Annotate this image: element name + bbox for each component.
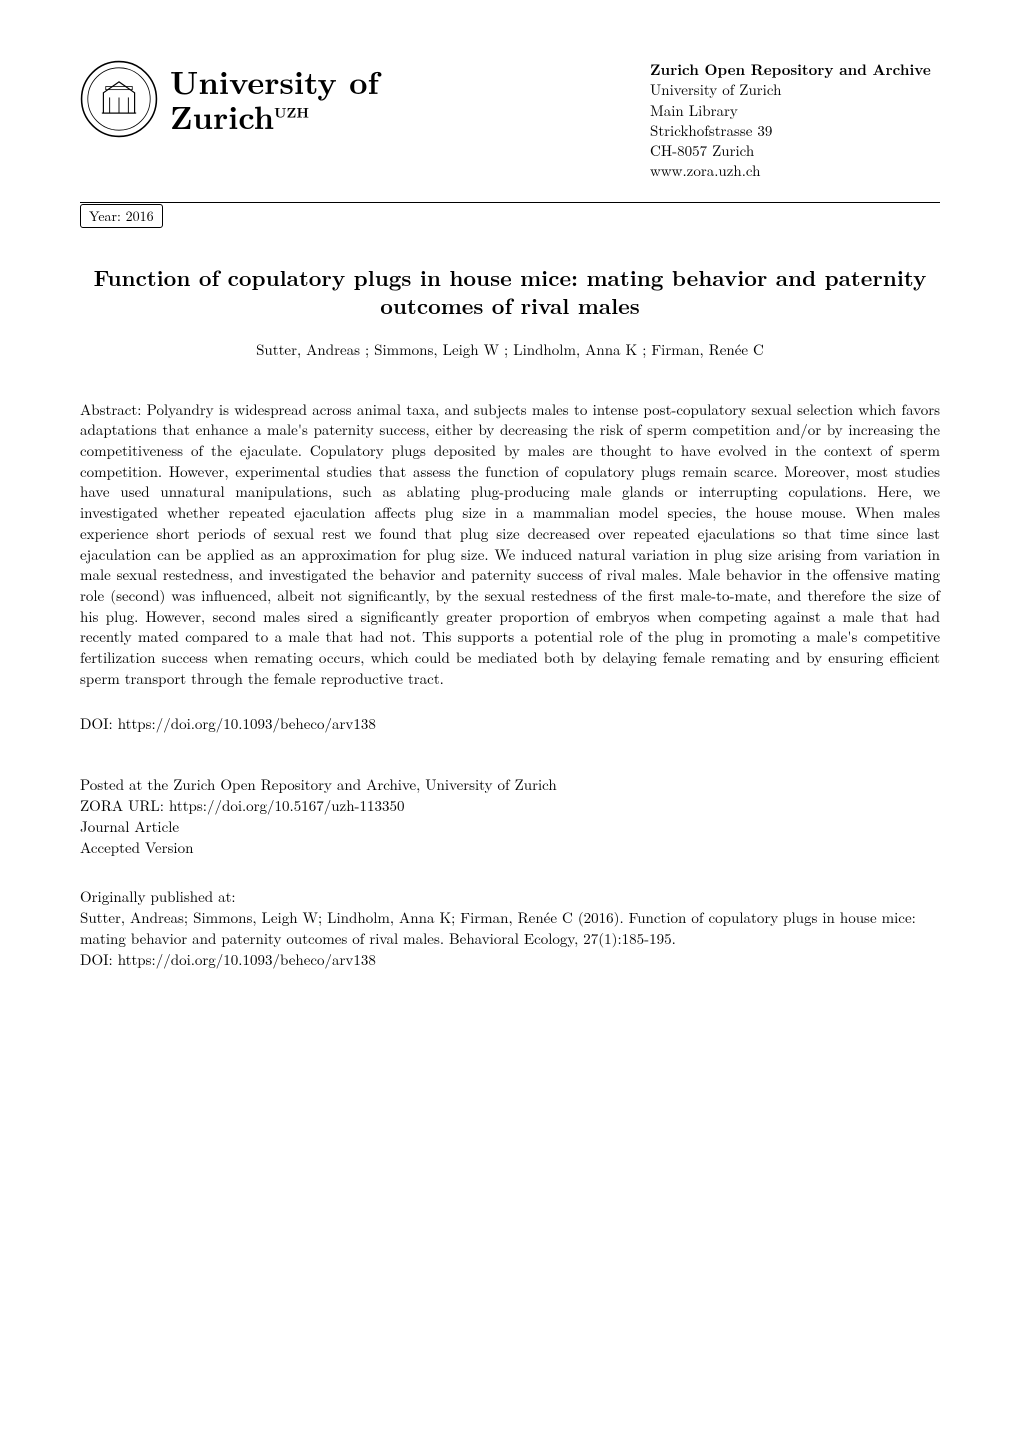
citation-orig-label: Originally published at:	[80, 886, 940, 907]
header-row: University of ZurichUZH Zurich Open Repo…	[80, 60, 940, 182]
citation-block: Originally published at: Sutter, Andreas…	[80, 886, 940, 970]
university-superscript: UZH	[274, 102, 309, 122]
year-pill: Year: 2016	[80, 204, 163, 228]
abstract-text: Polyandry is widespread across animal ta…	[80, 399, 940, 689]
meta-version: Accepted Version	[80, 837, 940, 858]
citation-doi-value[interactable]: https://doi.org/10.1093/beheco/arv138	[118, 949, 376, 970]
abstract-label: Abstract:	[80, 399, 141, 420]
doi-line: DOI: https://doi.org/10.1093/beheco/arv1…	[80, 713, 940, 734]
university-seal-icon	[80, 60, 158, 138]
meta-posted: Posted at the Zurich Open Repository and…	[80, 774, 940, 795]
abstract-block: Abstract: Polyandry is widespread across…	[80, 400, 940, 690]
repository-url: www.zora.uzh.ch	[650, 161, 940, 181]
zora-url[interactable]: https://doi.org/10.5167/uzh-113350	[169, 795, 405, 816]
repository-postal: CH-8057 Zurich	[650, 141, 940, 161]
repository-institution: University of Zurich	[650, 80, 940, 100]
repository-library: Main Library	[650, 101, 940, 121]
citation-doi: DOI: https://doi.org/10.1093/beheco/arv1…	[80, 949, 940, 970]
university-line2: ZurichUZH	[170, 99, 379, 134]
paper-title: Function of copulatory plugs in house mi…	[80, 264, 940, 321]
repository-street: Strickhofstrasse 39	[650, 121, 940, 141]
repository-title: Zurich Open Repository and Archive	[650, 60, 940, 80]
citation-text: Sutter, Andreas; Simmons, Leigh W; Lindh…	[80, 907, 940, 949]
doi-label: DOI:	[80, 713, 113, 734]
university-name: University of ZurichUZH	[170, 64, 379, 134]
logo-block: University of ZurichUZH	[80, 60, 379, 138]
citation-doi-label: DOI:	[80, 949, 113, 970]
meta-block: Posted at the Zurich Open Repository and…	[80, 774, 940, 858]
meta-zora: ZORA URL: https://doi.org/10.5167/uzh-11…	[80, 795, 940, 816]
authors-line: Sutter, Andreas ; Simmons, Leigh W ; Lin…	[80, 339, 940, 360]
doi-value[interactable]: https://doi.org/10.1093/beheco/arv138	[118, 713, 376, 734]
repository-info: Zurich Open Repository and Archive Unive…	[650, 60, 940, 182]
zora-label: ZORA URL:	[80, 795, 164, 816]
meta-type: Journal Article	[80, 816, 940, 837]
top-rule	[80, 202, 940, 203]
